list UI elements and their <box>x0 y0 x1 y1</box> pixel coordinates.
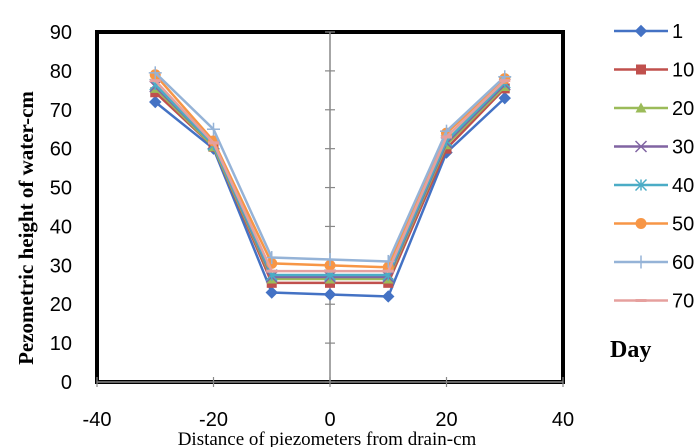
legend-item: 10 <box>614 60 694 82</box>
legend-label: 20 <box>672 98 694 120</box>
legend-item: 70 <box>614 291 694 313</box>
data-point <box>441 135 452 139</box>
x-tick-label: 20 <box>435 409 457 431</box>
axes <box>96 31 564 387</box>
legend: 1 10 20 30 40 50 60 70 <box>614 21 694 313</box>
series-layer <box>148 66 512 303</box>
series-70 <box>149 79 511 273</box>
legend-label: 40 <box>672 175 694 197</box>
marker-stroke <box>634 140 648 153</box>
x-tick-label: -20 <box>199 409 228 431</box>
data-point <box>149 79 161 83</box>
legend-marker <box>634 24 648 38</box>
data-point <box>499 79 511 83</box>
data-point <box>207 122 220 136</box>
y-tick-label: 0 <box>61 372 72 394</box>
legend-marker <box>634 255 648 269</box>
y-tick-label: 60 <box>50 139 72 161</box>
legend-label: 60 <box>672 252 694 274</box>
data-point <box>148 66 162 80</box>
y-tick-label: 10 <box>50 333 72 355</box>
legend-marker <box>635 102 647 113</box>
data-point <box>265 286 278 299</box>
tick-labels: 0 10 20 30 40 50 60 70 80 90 -40 -20 0 20 40 <box>50 22 574 431</box>
data-point <box>323 288 337 301</box>
legend-item: 50 <box>614 214 694 236</box>
legend-marker <box>634 178 648 192</box>
data-point <box>498 91 511 105</box>
y-tick-label: 20 <box>50 294 72 316</box>
legend-label: 1 <box>672 21 683 43</box>
data-point <box>324 269 336 273</box>
legend-item: 1 <box>614 21 683 43</box>
data-point <box>382 269 394 273</box>
y-tick-label: 40 <box>50 216 72 238</box>
legend-marker <box>635 299 647 302</box>
legend-item: 30 <box>614 137 694 159</box>
y-tick-label: 70 <box>50 100 72 122</box>
y-tick-label: 90 <box>50 22 72 44</box>
data-point <box>265 251 279 265</box>
legend-label: 50 <box>672 214 694 236</box>
y-tick-label: 30 <box>50 255 72 277</box>
legend-label: 30 <box>672 137 694 159</box>
y-axis-title: Pezometric height of water-cm <box>14 91 38 365</box>
legend-label: 70 <box>672 291 694 313</box>
data-point <box>266 269 278 273</box>
x-tick-label: 40 <box>552 409 574 431</box>
legend-marker <box>636 64 646 75</box>
legend-item: 60 <box>614 252 694 274</box>
legend-item: 40 <box>614 175 694 197</box>
legend-title: Day <box>610 337 651 363</box>
data-point <box>149 95 162 109</box>
x-tick-label: -40 <box>83 409 112 431</box>
y-tick-label: 50 <box>50 178 72 200</box>
data-point <box>208 141 219 145</box>
data-point <box>382 290 395 303</box>
legend-label: 10 <box>672 60 694 82</box>
legend-item: 20 <box>614 98 694 120</box>
x-tick-label: 0 <box>324 409 335 431</box>
data-point <box>323 253 337 266</box>
legend-marker <box>635 218 647 229</box>
x-axis-title: Distance of piezometers from drain-cm <box>178 429 477 447</box>
legend-marker <box>634 140 648 153</box>
y-tick-label: 80 <box>50 61 72 83</box>
